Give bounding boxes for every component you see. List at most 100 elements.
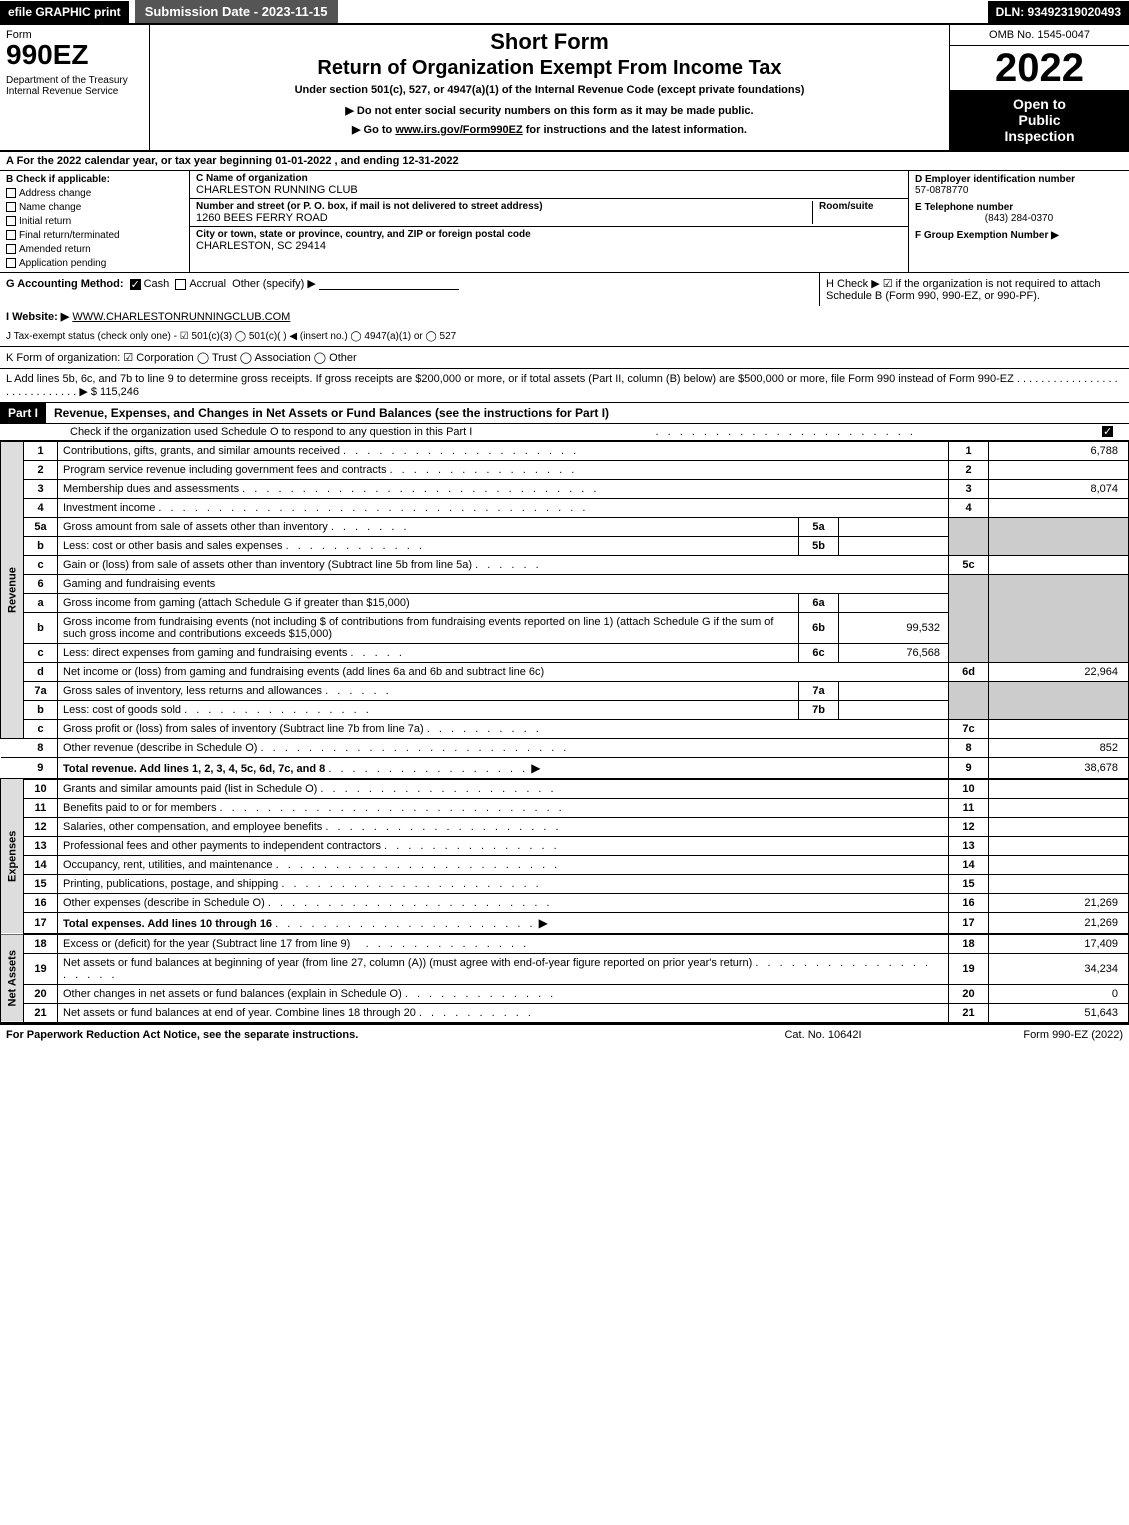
ssn-warning: ▶ Do not enter social security numbers o…	[158, 104, 941, 117]
l2-num: 2	[24, 461, 58, 480]
l5b-snum: 5b	[799, 537, 839, 556]
omb-number: OMB No. 1545-0047	[950, 25, 1129, 46]
i-label: I Website: ▶	[6, 311, 69, 323]
l15-num: 15	[24, 875, 58, 894]
column-d-ein-phone: D Employer identification number 57-0878…	[909, 171, 1129, 272]
l3-num: 3	[24, 480, 58, 499]
l7b-num: b	[24, 701, 58, 720]
ein-label: D Employer identification number	[915, 174, 1123, 185]
l18-rval: 17,409	[989, 934, 1129, 954]
l6b-snum: 6b	[799, 613, 839, 644]
chk-name-change[interactable]: Name change	[6, 202, 183, 213]
l3-rnum: 3	[949, 480, 989, 499]
l1-desc: Contributions, gifts, grants, and simila…	[58, 442, 949, 461]
part-1-label: Part I	[0, 403, 46, 423]
chk-address-change[interactable]: Address change	[6, 188, 183, 199]
group-exemption-label: F Group Exemption Number ▶	[915, 230, 1123, 241]
l4-num: 4	[24, 499, 58, 518]
header-left: Form 990EZ Department of the Treasury In…	[0, 25, 150, 150]
line-g-accounting: G Accounting Method: Cash Accrual Other …	[0, 273, 819, 306]
l10-rval	[989, 779, 1129, 799]
l1-rnum: 1	[949, 442, 989, 461]
l7a-snum: 7a	[799, 682, 839, 701]
l10-num: 10	[24, 779, 58, 799]
l5c-num: c	[24, 556, 58, 575]
l14-desc: Occupancy, rent, utilities, and maintena…	[58, 856, 949, 875]
l12-rval	[989, 818, 1129, 837]
side-net-assets: Net Assets	[1, 934, 24, 1023]
l5b-sval	[839, 537, 949, 556]
footer-catalog: Cat. No. 10642I	[723, 1029, 923, 1041]
l7b-sval	[839, 701, 949, 720]
line-j-tax-exempt: J Tax-exempt status (check only one) - ☑…	[0, 327, 1129, 346]
l11-desc: Benefits paid to or for members . . . . …	[58, 799, 949, 818]
l14-rnum: 14	[949, 856, 989, 875]
org-name-label: C Name of organization	[196, 173, 902, 184]
chk-accrual[interactable]	[175, 279, 186, 290]
return-title: Return of Organization Exempt From Incom…	[158, 57, 941, 80]
chk-amended-return[interactable]: Amended return	[6, 244, 183, 255]
l3-desc: Membership dues and assessments . . . . …	[58, 480, 949, 499]
l3-rval: 8,074	[989, 480, 1129, 499]
l6a-desc: Gross income from gaming (attach Schedul…	[58, 594, 799, 613]
l12-num: 12	[24, 818, 58, 837]
l13-rval	[989, 837, 1129, 856]
column-c-org-info: C Name of organization CHARLESTON RUNNIN…	[190, 171, 909, 272]
chk-initial-return[interactable]: Initial return	[6, 216, 183, 227]
short-form-title: Short Form	[158, 29, 941, 55]
l12-rnum: 12	[949, 818, 989, 837]
l17-num: 17	[24, 913, 58, 935]
l5a-num: 5a	[24, 518, 58, 537]
l19-desc: Net assets or fund balances at beginning…	[58, 954, 949, 985]
tax-year: 2022	[950, 46, 1129, 90]
chk-application-pending[interactable]: Application pending	[6, 258, 183, 269]
l4-rval	[989, 499, 1129, 518]
l6abc-shaded	[949, 575, 989, 663]
line-i-website: I Website: ▶ WWW.CHARLESTONRUNNINGCLUB.C…	[0, 306, 1129, 327]
l13-rnum: 13	[949, 837, 989, 856]
l10-desc: Grants and similar amounts paid (list in…	[58, 779, 949, 799]
chk-cash[interactable]	[130, 279, 141, 290]
irs-link[interactable]: www.irs.gov/Form990EZ	[395, 124, 522, 136]
l17-rnum: 17	[949, 913, 989, 935]
part-1-title: Revenue, Expenses, and Changes in Net As…	[46, 403, 617, 423]
l7c-rnum: 7c	[949, 720, 989, 739]
website-value[interactable]: WWW.CHARLESTONRUNNINGCLUB.COM	[72, 311, 290, 323]
l20-num: 20	[24, 985, 58, 1004]
other-specify-blank[interactable]	[319, 278, 459, 290]
l6b-num: b	[24, 613, 58, 644]
top-bar: efile GRAPHIC print Submission Date - 20…	[0, 0, 1129, 25]
l5c-desc: Gain or (loss) from sale of assets other…	[58, 556, 949, 575]
l20-rnum: 20	[949, 985, 989, 1004]
l5ab-shaded	[949, 518, 989, 556]
header-right: OMB No. 1545-0047 2022 Open to Public In…	[949, 25, 1129, 150]
efile-label[interactable]: efile GRAPHIC print	[0, 1, 129, 23]
chk-schedule-o[interactable]	[1102, 426, 1113, 437]
chk-final-return[interactable]: Final return/terminated	[6, 230, 183, 241]
form-header: Form 990EZ Department of the Treasury In…	[0, 25, 1129, 152]
l1-num: 1	[24, 442, 58, 461]
l16-desc: Other expenses (describe in Schedule O) …	[58, 894, 949, 913]
line-l-gross-receipts: L Add lines 5b, 6c, and 7b to line 9 to …	[0, 369, 1129, 403]
l6c-snum: 6c	[799, 644, 839, 663]
l8-num: 8	[24, 739, 58, 758]
g-label: G Accounting Method:	[6, 278, 124, 290]
open-line1: Open to	[954, 96, 1125, 112]
l2-rval	[989, 461, 1129, 480]
l7c-desc: Gross profit or (loss) from sales of inv…	[58, 720, 949, 739]
subtitle: Under section 501(c), 527, or 4947(a)(1)…	[158, 84, 941, 96]
l15-rval	[989, 875, 1129, 894]
side-expenses: Expenses	[1, 779, 24, 934]
l5c-rnum: 5c	[949, 556, 989, 575]
note2-pre: ▶ Go to	[352, 124, 395, 136]
l19-rnum: 19	[949, 954, 989, 985]
street-cell: Number and street (or P. O. box, if mail…	[190, 199, 908, 227]
l8-desc: Other revenue (describe in Schedule O) .…	[58, 739, 949, 758]
row-a-tax-year: A For the 2022 calendar year, or tax yea…	[0, 152, 1129, 171]
l7a-desc: Gross sales of inventory, less returns a…	[58, 682, 799, 701]
l6abc-shaded-val	[989, 575, 1129, 663]
l21-num: 21	[24, 1004, 58, 1023]
l9-rnum: 9	[949, 758, 989, 780]
l6c-desc: Less: direct expenses from gaming and fu…	[58, 644, 799, 663]
l7c-num: c	[24, 720, 58, 739]
